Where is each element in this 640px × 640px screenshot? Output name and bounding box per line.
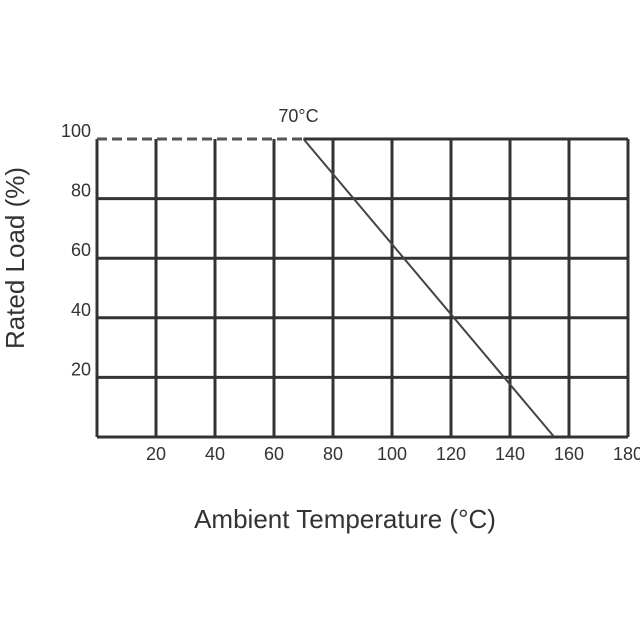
x-tick-label: 20 bbox=[146, 444, 166, 464]
x-tick-label: 100 bbox=[377, 444, 407, 464]
x-tick-label: 80 bbox=[323, 444, 343, 464]
x-axis-label: Ambient Temperature (°C) bbox=[194, 504, 496, 534]
x-tick-label: 120 bbox=[436, 444, 466, 464]
x-tick-label: 160 bbox=[554, 444, 584, 464]
y-tick-label: 20 bbox=[71, 359, 91, 379]
x-tick-label: 140 bbox=[495, 444, 525, 464]
y-tick-label: 40 bbox=[71, 300, 91, 320]
x-tick-label: 40 bbox=[205, 444, 225, 464]
y-axis-label: Rated Load (%) bbox=[0, 167, 30, 349]
annotation-70c: 70°C bbox=[278, 106, 318, 126]
x-tick-label: 60 bbox=[264, 444, 284, 464]
y-tick-label: 60 bbox=[71, 240, 91, 260]
x-tick-label: 180 bbox=[613, 444, 640, 464]
y-tick-label: 80 bbox=[71, 181, 91, 201]
derating-line bbox=[302, 138, 556, 438]
y-tick-label: 100 bbox=[61, 121, 91, 141]
